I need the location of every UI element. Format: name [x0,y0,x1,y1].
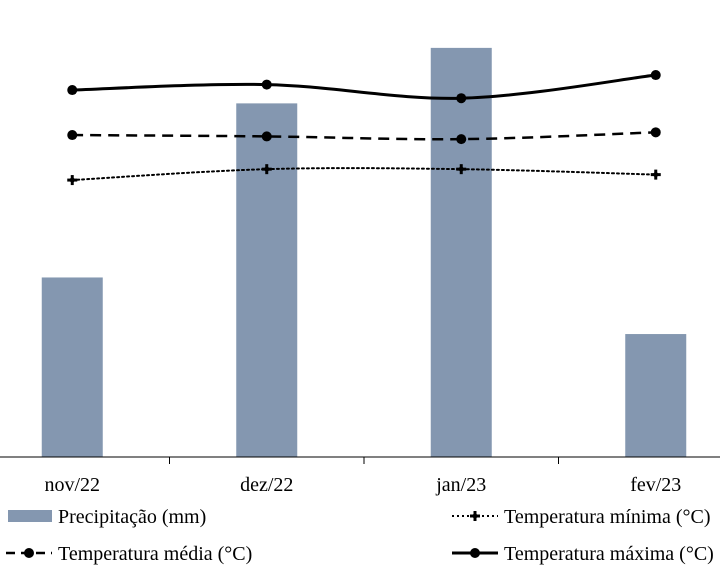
temperature-marker [650,127,661,138]
temperature-marker [456,134,467,145]
temperature-marker [261,79,272,90]
temperature-marker [67,130,78,141]
temperature-marker [650,169,661,180]
temperature-marker [456,164,467,175]
temperature-lines [67,70,661,186]
precipitation-bar [41,277,103,457]
legend-label: Temperatura média (°C) [58,543,252,565]
legend-swatch [8,510,52,522]
legend-item: Temperatura máxima (°C) [452,543,714,565]
precipitation-bars [41,47,687,457]
temperature-line-2 [72,73,656,100]
legend-label: Temperatura máxima (°C) [504,543,714,565]
x-tick-label: fev/23 [630,474,681,496]
legend-marker [24,548,34,558]
temperature-line-0 [71,167,657,182]
temperature-marker [456,93,467,104]
legend: Precipitação (mm) Temperatura mínima (°C)… [6,506,714,565]
legend-item: Temperatura média (°C) [6,543,252,565]
legend-item: Precipitação (mm) [8,506,206,528]
precipitation-bar [625,334,687,457]
x-axis-ticks [169,457,559,464]
legend-label: Precipitação (mm) [58,506,206,528]
x-axis-labels: nov/22 dez/22 jan/23 fev/23 [44,474,681,496]
x-tick-label: nov/22 [44,474,100,496]
legend-label: Temperatura mínima (°C) [504,506,711,528]
x-tick-label: dez/22 [240,474,293,496]
precipitation-bar [236,103,298,457]
legend-marker [470,548,480,558]
temperature-marker [67,175,78,186]
temperature-marker [261,131,272,142]
x-tick-label: jan/23 [435,474,486,496]
temperature-marker [67,85,78,96]
temperature-marker [650,70,661,81]
legend-item: Temperatura mínima (°C) [452,506,711,528]
precipitation-bar [430,47,492,457]
temperature-marker [261,164,272,175]
legend-marker [470,511,480,521]
temperature-line-1 [72,131,656,141]
